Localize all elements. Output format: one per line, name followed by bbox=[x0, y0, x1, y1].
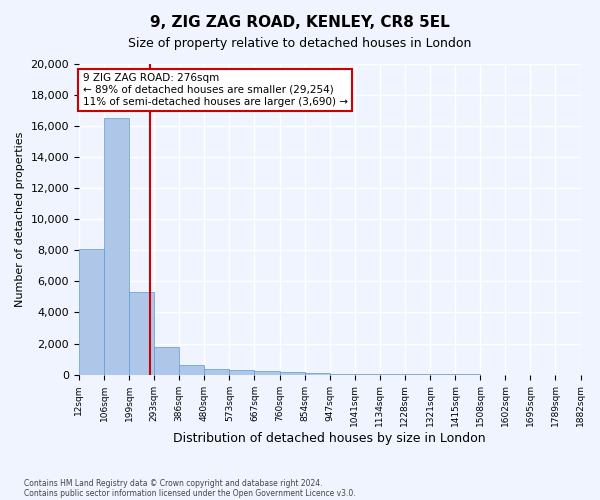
Bar bbox=[179, 364, 205, 374]
Text: Contains public sector information licensed under the Open Government Licence v3: Contains public sector information licen… bbox=[24, 488, 356, 498]
X-axis label: Distribution of detached houses by size in London: Distribution of detached houses by size … bbox=[173, 432, 486, 445]
Bar bbox=[229, 370, 254, 374]
Y-axis label: Number of detached properties: Number of detached properties bbox=[15, 132, 25, 307]
Bar bbox=[129, 292, 154, 374]
Text: Size of property relative to detached houses in London: Size of property relative to detached ho… bbox=[128, 38, 472, 51]
Text: Contains HM Land Registry data © Crown copyright and database right 2024.: Contains HM Land Registry data © Crown c… bbox=[24, 478, 323, 488]
Text: 9 ZIG ZAG ROAD: 276sqm
← 89% of detached houses are smaller (29,254)
11% of semi: 9 ZIG ZAG ROAD: 276sqm ← 89% of detached… bbox=[83, 74, 347, 106]
Text: 9, ZIG ZAG ROAD, KENLEY, CR8 5EL: 9, ZIG ZAG ROAD, KENLEY, CR8 5EL bbox=[150, 15, 450, 30]
Bar bbox=[280, 372, 305, 374]
Bar bbox=[154, 346, 179, 374]
Bar bbox=[305, 373, 330, 374]
Bar bbox=[79, 249, 104, 374]
Bar bbox=[205, 369, 229, 374]
Bar bbox=[104, 118, 129, 374]
Bar bbox=[254, 372, 280, 374]
